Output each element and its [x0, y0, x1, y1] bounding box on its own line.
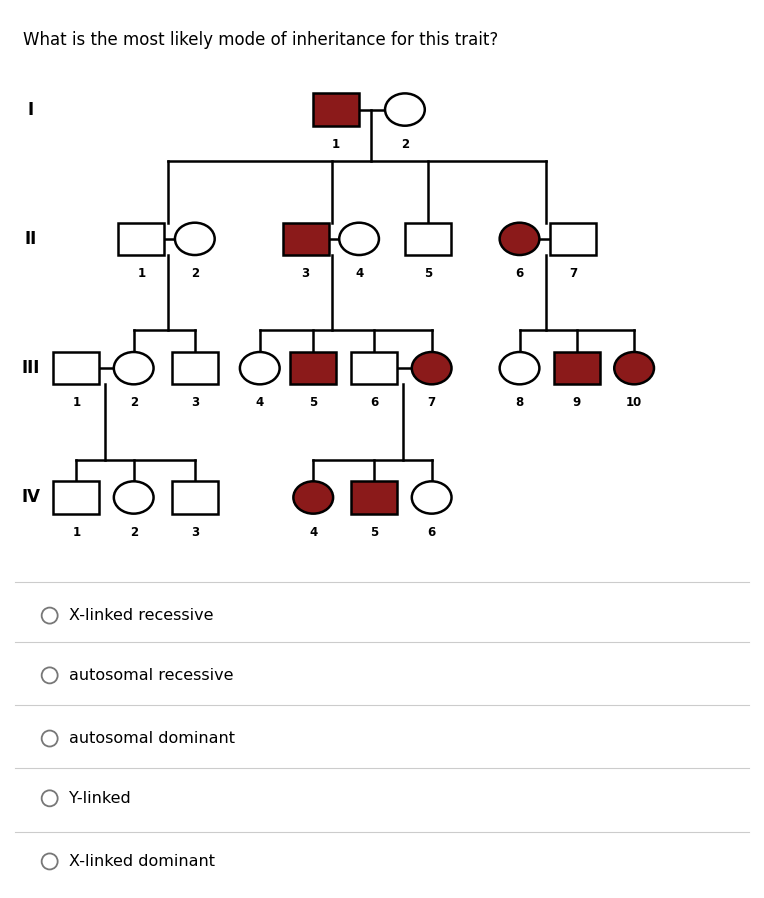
Ellipse shape [42, 730, 57, 746]
Text: Y-linked: Y-linked [69, 791, 131, 806]
Text: autosomal dominant: autosomal dominant [69, 731, 235, 746]
Ellipse shape [240, 352, 280, 384]
Bar [283, 223, 329, 255]
Text: 2: 2 [130, 525, 138, 539]
Ellipse shape [42, 667, 57, 683]
Text: I: I [28, 101, 34, 119]
Bar [351, 352, 397, 384]
Bar [290, 352, 336, 384]
Bar [550, 223, 596, 255]
Text: What is the most likely mode of inheritance for this trait?: What is the most likely mode of inherita… [23, 31, 498, 49]
Text: 2: 2 [191, 267, 199, 280]
Text: 4: 4 [355, 267, 363, 280]
Ellipse shape [42, 790, 57, 806]
Text: 7: 7 [428, 396, 435, 409]
Text: X-linked recessive: X-linked recessive [69, 608, 214, 623]
Ellipse shape [42, 853, 57, 869]
Text: IV: IV [21, 489, 40, 506]
Text: 10: 10 [626, 396, 643, 409]
Ellipse shape [42, 608, 57, 623]
Text: 1: 1 [73, 396, 80, 409]
Ellipse shape [339, 223, 379, 255]
Text: 7: 7 [569, 267, 577, 280]
Ellipse shape [114, 481, 154, 514]
Ellipse shape [175, 223, 215, 255]
Text: 6: 6 [516, 267, 523, 280]
Ellipse shape [614, 352, 654, 384]
Text: autosomal recessive: autosomal recessive [69, 668, 234, 682]
Bar [118, 223, 164, 255]
Text: 1: 1 [138, 267, 145, 280]
Text: X-linked dominant: X-linked dominant [69, 854, 215, 869]
Bar [53, 352, 99, 384]
Ellipse shape [412, 481, 452, 514]
Ellipse shape [114, 352, 154, 384]
Bar [351, 481, 397, 514]
Text: 9: 9 [573, 396, 581, 409]
Text: III: III [21, 359, 40, 377]
Text: 6: 6 [371, 396, 378, 409]
Text: 4: 4 [256, 396, 264, 409]
Text: 5: 5 [371, 525, 378, 539]
Text: 3: 3 [302, 267, 309, 280]
Text: 6: 6 [428, 525, 435, 539]
Text: 1: 1 [332, 137, 340, 151]
Bar [172, 481, 218, 514]
Ellipse shape [385, 93, 425, 126]
Text: 1: 1 [73, 525, 80, 539]
Text: 4: 4 [309, 525, 317, 539]
Ellipse shape [293, 481, 333, 514]
Text: 5: 5 [424, 267, 432, 280]
Text: 2: 2 [130, 396, 138, 409]
Text: 3: 3 [191, 525, 199, 539]
Bar [554, 352, 600, 384]
Text: 3: 3 [191, 396, 199, 409]
Ellipse shape [500, 223, 539, 255]
Bar [53, 481, 99, 514]
Text: 5: 5 [309, 396, 317, 409]
Text: II: II [24, 230, 37, 248]
Ellipse shape [412, 352, 452, 384]
Text: 2: 2 [401, 137, 409, 151]
Text: 8: 8 [516, 396, 523, 409]
Bar [313, 93, 359, 126]
Ellipse shape [500, 352, 539, 384]
Bar [405, 223, 451, 255]
Bar [172, 352, 218, 384]
